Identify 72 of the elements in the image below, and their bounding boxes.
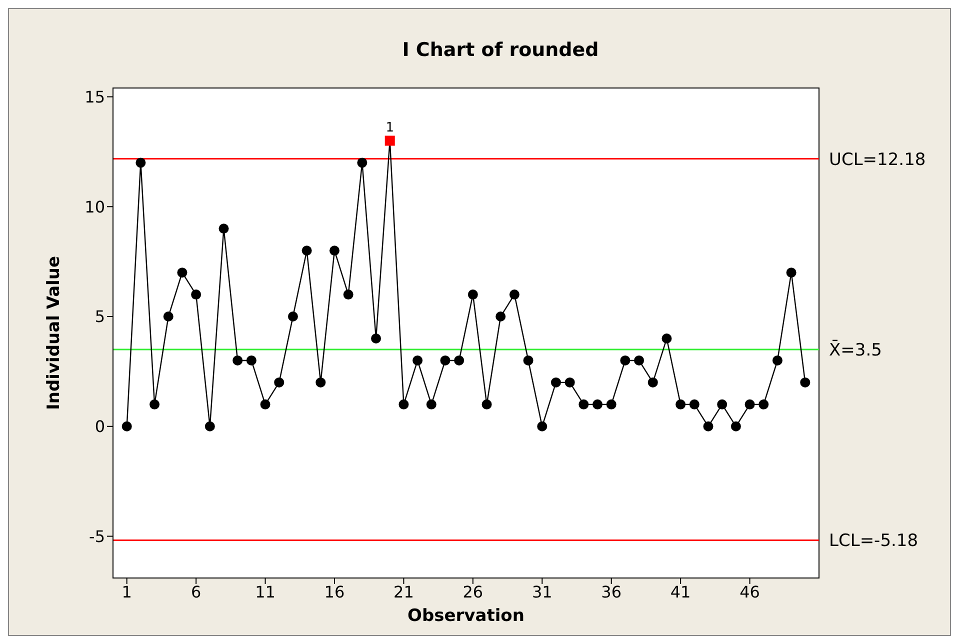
point xyxy=(620,355,630,366)
x-tick-label: 41 xyxy=(670,582,691,602)
y-tick-label: 15 xyxy=(84,87,105,106)
point xyxy=(592,399,603,410)
ref-line-label: X̄=3.5 xyxy=(829,339,882,361)
point xyxy=(274,377,284,388)
point xyxy=(758,399,769,410)
x-tick-label: 21 xyxy=(394,582,414,602)
point xyxy=(329,246,340,256)
point xyxy=(703,421,714,432)
point xyxy=(260,399,270,410)
x-tick-label: 31 xyxy=(532,582,552,602)
point xyxy=(371,333,382,344)
x-tick-label: 6 xyxy=(190,582,202,602)
x-tick-label: 16 xyxy=(324,582,345,602)
point xyxy=(468,290,478,300)
y-tick-label: 10 xyxy=(84,197,105,216)
point xyxy=(717,399,728,410)
point xyxy=(218,224,229,234)
x-tick-label: 11 xyxy=(255,582,276,602)
point xyxy=(606,399,616,410)
x-tick-label: 36 xyxy=(601,582,622,602)
y-tick-label: -5 xyxy=(89,526,105,546)
point xyxy=(384,136,395,146)
ref-line-label: UCL=12.18 xyxy=(829,150,926,170)
point xyxy=(177,268,188,278)
point xyxy=(204,421,215,432)
y-axis-title: Individual Value xyxy=(44,256,64,410)
point xyxy=(800,377,810,388)
annotation: 1 xyxy=(386,120,394,136)
point xyxy=(744,399,755,410)
point xyxy=(302,246,312,256)
point xyxy=(482,399,492,410)
point xyxy=(343,290,354,300)
ref-line-label: LCL=-5.18 xyxy=(829,531,918,552)
x-axis-title: Observation xyxy=(408,606,524,626)
point xyxy=(163,312,174,322)
point xyxy=(454,355,464,366)
point xyxy=(772,355,782,366)
point xyxy=(191,290,202,300)
point xyxy=(730,421,741,432)
point xyxy=(316,377,326,388)
point xyxy=(676,399,686,410)
point xyxy=(246,355,256,366)
chart-title: I Chart of rounded xyxy=(401,39,600,61)
point xyxy=(412,355,423,366)
point xyxy=(578,399,589,410)
point xyxy=(398,399,409,410)
x-tick-label: 1 xyxy=(122,582,132,602)
point xyxy=(509,290,520,300)
y-tick-label: 0 xyxy=(94,417,105,436)
point xyxy=(689,399,700,410)
point xyxy=(523,355,534,366)
point xyxy=(122,421,132,432)
point xyxy=(648,377,658,388)
x-tick-label: 46 xyxy=(740,582,760,602)
point xyxy=(662,333,672,344)
point xyxy=(537,421,548,432)
point xyxy=(786,268,796,278)
y-tick-label: 5 xyxy=(94,307,105,326)
point xyxy=(634,355,644,366)
x-tick-label: 26 xyxy=(462,582,484,602)
point xyxy=(357,158,368,168)
point xyxy=(550,377,561,388)
point xyxy=(150,399,160,410)
point xyxy=(232,355,243,366)
point xyxy=(440,355,450,366)
point xyxy=(426,399,436,410)
point xyxy=(136,158,146,168)
point xyxy=(496,312,506,322)
point xyxy=(288,312,298,322)
point xyxy=(564,377,575,388)
